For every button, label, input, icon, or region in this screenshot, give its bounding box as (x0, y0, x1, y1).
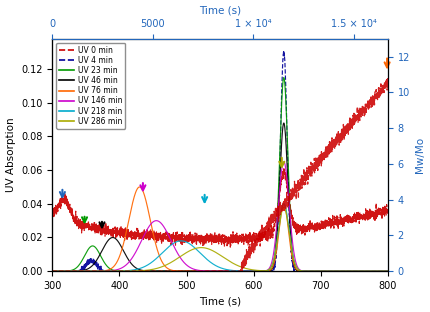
Y-axis label: Mw/Mo: Mw/Mo (415, 137, 424, 173)
X-axis label: Time (s): Time (s) (199, 6, 240, 16)
Legend: UV 0 min, UV 4 min, UV 23 min, UV 46 min, UV 76 min, UV 146 min, UV 218 min, UV : UV 0 min, UV 4 min, UV 23 min, UV 46 min… (56, 43, 125, 129)
Y-axis label: UV Absorption: UV Absorption (6, 118, 15, 192)
X-axis label: Time (s): Time (s) (199, 296, 240, 306)
